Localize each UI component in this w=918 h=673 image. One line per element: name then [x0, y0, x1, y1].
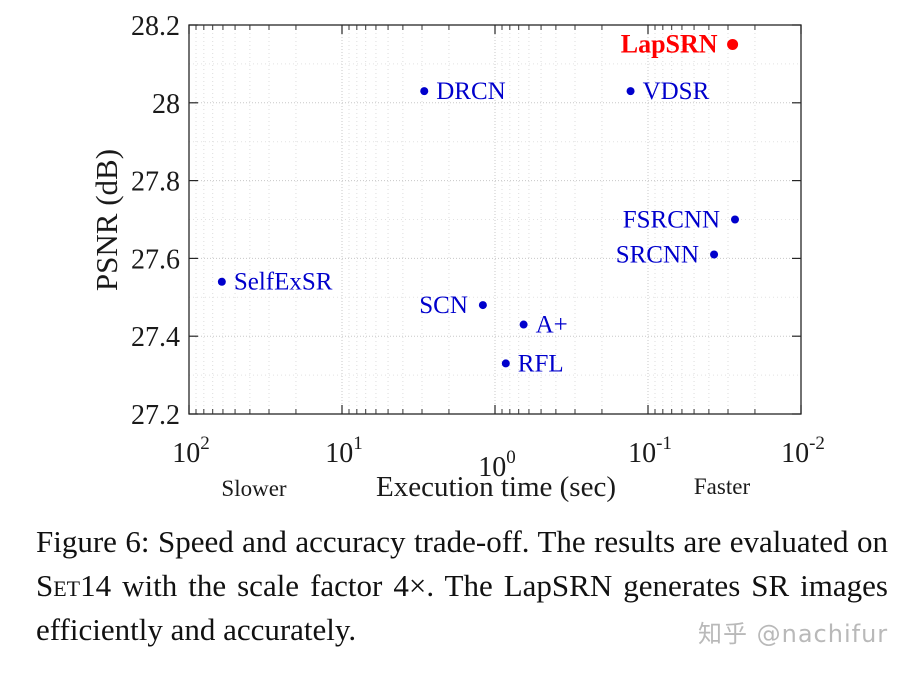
y-tick-label: 27.2	[131, 400, 180, 431]
point-label-lapsrn: LapSRN	[621, 29, 718, 58]
x-tick-label: 101	[325, 433, 363, 469]
point-rfl	[501, 359, 510, 368]
y-tick-label: 27.8	[131, 167, 180, 198]
x-axis-label: Execution time (sec)	[376, 471, 616, 503]
y-axis-label: PSNR (dB)	[89, 149, 124, 291]
x-tick-label: 10-1	[628, 433, 672, 469]
caption-dataset-name: Set14	[36, 568, 112, 603]
point-label-a-: A+	[536, 312, 568, 339]
point-label-vdsr: VDSR	[643, 78, 710, 105]
point-label-srcnn: SRCNN	[616, 242, 699, 269]
point-lapsrn	[727, 38, 739, 50]
point-selfexsr	[217, 277, 226, 286]
y-tick-label: 28.2	[131, 11, 180, 42]
point-a-	[519, 320, 528, 329]
x-tick-label: 10-2	[781, 433, 825, 469]
watermark: 知乎 @nachifur	[698, 620, 889, 648]
caption-text-end: with the scale factor 4×. The LapSRN gen…	[36, 568, 888, 647]
point-label-scn: SCN	[419, 292, 468, 319]
caption-text-start: Figure 6: Speed and accuracy trade-off. …	[36, 524, 888, 559]
x-tick-label: 100	[478, 447, 516, 483]
y-tick-label: 27.4	[131, 322, 180, 353]
point-drcn	[420, 87, 429, 96]
point-label-rfl: RFL	[518, 350, 564, 377]
y-tick-label: 28	[152, 89, 180, 120]
faster-annotation: Faster	[694, 474, 751, 499]
slower-annotation: Slower	[221, 476, 287, 501]
point-srcnn	[710, 250, 719, 259]
data-points: LapSRN VDSR DRCN FSRCNN SRCNN SelfExSR SCN A+ RF…	[217, 29, 740, 377]
point-label-fsrcnn: FSRCNN	[623, 207, 720, 234]
axis-ticks: 27.2 27.4 27.6 27.8 28 28.2 102 101 100 10-1 10-2	[131, 11, 825, 483]
point-vdsr	[626, 87, 635, 96]
point-scn	[478, 301, 487, 310]
point-label-selfexsr: SelfExSR	[234, 269, 333, 296]
point-label-drcn: DRCN	[436, 78, 505, 105]
x-tick-label: 102	[172, 433, 210, 469]
figure-caption: Figure 6: Speed and accuracy trade-off. …	[36, 520, 888, 652]
y-tick-label: 27.6	[131, 244, 180, 275]
point-fsrcnn	[731, 215, 740, 224]
